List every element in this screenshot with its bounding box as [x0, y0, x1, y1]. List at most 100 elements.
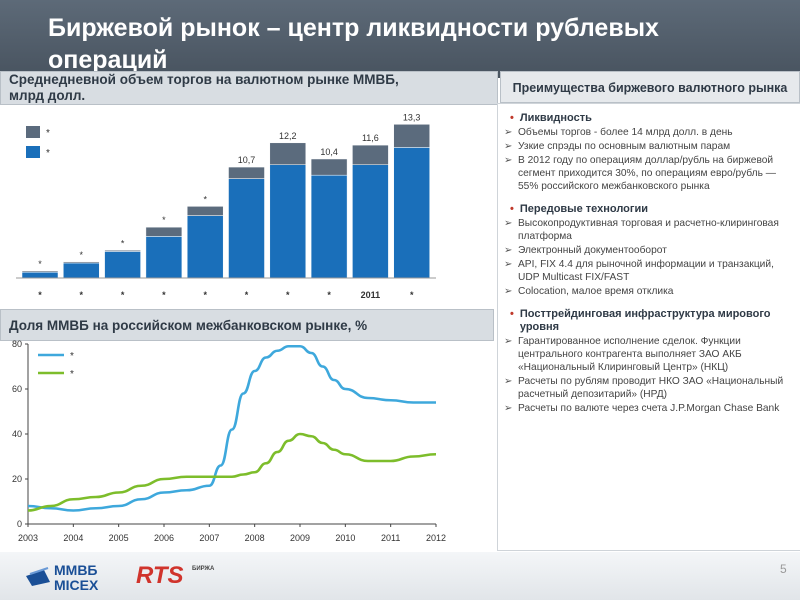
logo-text-2: MICEX	[54, 577, 99, 593]
list-item-text: Гарантированное исполнение сделок. Функц…	[518, 336, 742, 373]
bar-total-label: *	[203, 194, 207, 204]
line-chart-svg: 0 20 40 60 80 2003 2004 2005 2006 2007 2008 2009 201…	[12, 339, 446, 543]
x-tick-label: 2008	[245, 533, 265, 543]
bar-total-label: *	[162, 215, 166, 225]
arrow-bullet-icon: ➢	[504, 141, 513, 152]
y-tick-label: 40	[12, 429, 22, 439]
bar-total-label: 10,4	[320, 147, 338, 157]
series-line	[27, 432, 437, 512]
list-item: ➢ Расчеты по валюте через счета J.P.Morga…	[502, 402, 796, 415]
bar-chart-svg: * * * * * * * * * * 10,7 * 12,2 * 10,4 * 11,6 2011 13,3 * * *	[16, 112, 436, 300]
list-item: ➢ Colocation, малое время отклика	[502, 285, 796, 298]
bar-total-label: 10,7	[238, 155, 256, 165]
bar-segment-lower	[352, 164, 389, 279]
bar-segment-upper	[393, 124, 430, 148]
arrow-bullet-icon: ➢	[504, 403, 513, 414]
list-item: ➢ В 2012 году по операциям доллар/рубль н…	[502, 154, 796, 193]
list-item-text: API, FIX 4.4 для рыночной информации и т…	[518, 259, 774, 283]
x-tick-label: *	[245, 290, 249, 300]
micex-logo-mark	[26, 567, 50, 586]
legend-label: *	[70, 369, 74, 380]
legend-label: *	[46, 128, 50, 139]
x-tick-label: 2009	[290, 533, 310, 543]
page-number: 5	[780, 562, 787, 576]
right-panel-title: Преимущества биржевого валютного рынка	[500, 71, 800, 103]
section-heading: • Посттрейдинговая инфраструктура мировог…	[502, 308, 796, 334]
list-item-text: Объемы торгов - более 14 млрд долл. в де…	[518, 127, 733, 138]
x-tick-label: 2012	[426, 533, 446, 543]
x-tick-label: *	[286, 290, 290, 300]
x-tick-label: *	[162, 290, 166, 300]
micex-logo: ММВБ MICEX	[22, 560, 142, 594]
bar-segment-lower	[186, 215, 224, 279]
bar-segment-lower	[145, 236, 183, 279]
arrow-bullet-icon: ➢	[504, 376, 513, 387]
arrow-bullet-icon: ➢	[504, 286, 513, 297]
x-tick-label: 2006	[154, 533, 174, 543]
bar-segment-upper	[228, 166, 265, 179]
bullet-icon: •	[510, 112, 514, 124]
bar-total-label: *	[38, 259, 42, 269]
x-tick-label: *	[121, 290, 125, 300]
bar-segment-upper	[186, 206, 224, 216]
bar-segment-upper	[269, 142, 307, 166]
page-title: Биржевой рынок – центр ликвидности рубле…	[48, 14, 659, 74]
x-tick-label: *	[410, 290, 414, 300]
list-item-text: Расчеты по рублям проводит НКО ЗАО «Наци…	[518, 376, 784, 400]
legend-swatch	[26, 126, 40, 138]
rts-logo: RTS БИРЖА	[136, 560, 216, 592]
y-tick-label: 0	[17, 519, 22, 529]
list-item: ➢ Объемы торгов - более 14 млрд долл. в д…	[502, 126, 796, 139]
list-item: ➢ API, FIX 4.4 для рыночной информации и …	[502, 258, 796, 284]
arrow-bullet-icon: ➢	[504, 218, 513, 229]
advantages-panel: • Ликвидность ➢ Объемы торгов - более 14 мл…	[497, 103, 800, 551]
panel-section: • Ликвидность ➢ Объемы торгов - более 14 мл…	[502, 112, 796, 193]
header-band: Биржевой рынок – центр ликвидности рубле…	[0, 0, 800, 78]
line-chart: 0 20 40 60 80 2003 2004 2005 2006 2007 2008 2009 201…	[0, 339, 498, 552]
bar-total-label: *	[121, 238, 125, 248]
y-tick-label: 20	[12, 474, 22, 484]
bar-segment-upper	[104, 250, 141, 252]
chart2-title: Доля ММВБ на российском межбанковском ры…	[0, 309, 494, 341]
logo-text-1: ММВБ	[54, 562, 98, 578]
bar-segment-lower	[104, 251, 141, 279]
section-heading: • Передовые технологии	[502, 203, 796, 216]
list-item-text: В 2012 году по операциям доллар/рубль на…	[518, 155, 776, 192]
panel-section: • Посттрейдинговая инфраструктура мировог…	[502, 308, 796, 415]
bar-chart: * * * * * * * * * * 10,7 * 12,2 * 10,4 * 11,6 2011 13,3 * * *	[0, 106, 498, 306]
x-tick-label: *	[38, 290, 42, 300]
section-heading-text: Передовые технологии	[519, 203, 648, 215]
legend-swatch	[26, 146, 40, 158]
list-item-text: Электронный документооборот	[518, 245, 667, 256]
x-tick-label: *	[80, 290, 84, 300]
rts-text: RTS	[136, 562, 184, 589]
footer	[0, 552, 800, 600]
bar-segment-lower	[393, 147, 430, 279]
list-item: ➢ Гарантированное исполнение сделок. Функ…	[502, 335, 796, 374]
x-tick-label: 2007	[199, 533, 219, 543]
bar-segment-upper	[63, 261, 100, 264]
list-item-text: Высокопродуктивная торговая и расчетно-к…	[518, 218, 779, 242]
x-tick-label: 2003	[18, 533, 38, 543]
bar-segment-lower	[228, 178, 265, 279]
arrow-bullet-icon: ➢	[504, 336, 513, 347]
bar-segment-upper	[352, 144, 389, 166]
bullet-icon: •	[510, 203, 514, 215]
x-tick-label: 2004	[63, 533, 83, 543]
rts-small-text: БИРЖА	[192, 566, 215, 572]
legend-label: *	[46, 148, 50, 159]
bar-total-label: 13,3	[403, 112, 421, 122]
bar-total-label: 11,6	[362, 133, 379, 143]
list-item: ➢ Узкие спрэды по основным валютным парам	[502, 140, 796, 153]
arrow-bullet-icon: ➢	[504, 259, 513, 270]
list-item: ➢ Расчеты по рублям проводит НКО ЗАО «Нац…	[502, 375, 796, 401]
list-item-text: Colocation, малое время отклика	[518, 286, 674, 297]
legend-label: *	[70, 351, 74, 362]
chart1-title: Среднедневной объем торгов на валютном р…	[0, 71, 498, 105]
bar-total-label: *	[80, 250, 84, 260]
x-tick-label: 2010	[335, 533, 355, 543]
x-tick-label: 2005	[109, 533, 129, 543]
section-heading: • Ликвидность	[502, 112, 796, 125]
x-tick-label: *	[327, 290, 331, 300]
x-tick-label: 2011	[381, 533, 400, 543]
